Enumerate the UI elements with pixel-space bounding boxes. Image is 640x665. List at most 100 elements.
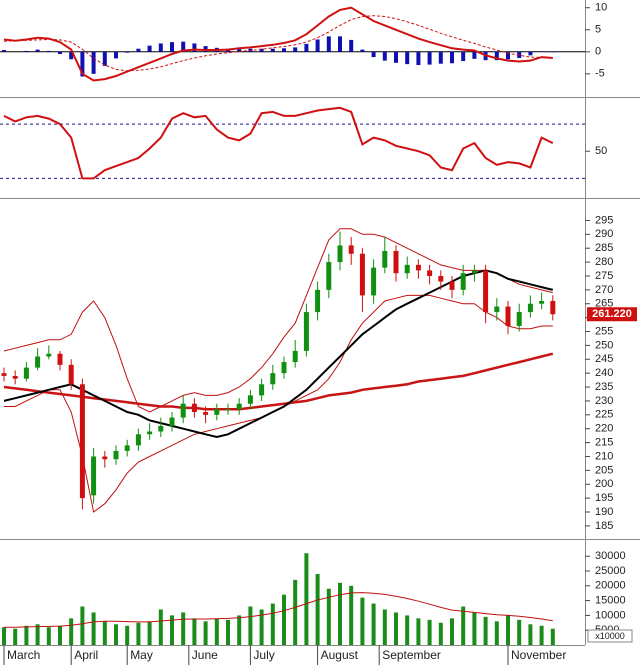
histogram-bar [293, 47, 298, 52]
y-tick-label: 0 [595, 46, 601, 58]
candle-body [147, 431, 153, 435]
candle-body [158, 425, 164, 432]
volume-bar [304, 553, 309, 645]
volume-bar [494, 621, 499, 645]
volume-bar [427, 619, 432, 645]
histogram-bar [91, 51, 96, 74]
x-tick-label: April [74, 648, 98, 662]
signal-line [3, 15, 553, 72]
volume-bar [226, 619, 230, 645]
candle-body [550, 300, 556, 315]
histogram-bar [2, 50, 6, 52]
volume-bar [58, 625, 62, 645]
y-tick-label: 10000 [595, 609, 626, 621]
y-tick-label: 50 [595, 145, 607, 157]
histogram-bar [35, 49, 40, 52]
histogram-bar [58, 51, 62, 55]
y-tick-label: 195 [595, 492, 613, 504]
histogram-bar [315, 39, 320, 52]
x-tick-label: July [253, 648, 274, 662]
candle-body [359, 253, 365, 296]
volume-bar [371, 603, 376, 645]
histogram-bar [506, 51, 510, 60]
y-tick-label: 280 [595, 256, 613, 268]
candle-body [348, 245, 354, 254]
volume-bar [394, 612, 398, 645]
candle-body [46, 353, 52, 357]
volume-bar [472, 612, 477, 645]
y-tick-label: 10 [595, 2, 607, 14]
candle-body [259, 384, 265, 396]
x-tick-label: June [192, 648, 218, 662]
moving-average-long [3, 352, 554, 411]
volume-bar [35, 624, 40, 645]
y-tick-label: 220 [595, 423, 613, 435]
volume-bar [13, 628, 18, 645]
candle-body [449, 281, 455, 290]
candle-body [527, 303, 533, 313]
histogram-bar [24, 50, 29, 52]
y-tick-label: 290 [595, 228, 613, 240]
candle-body [303, 312, 309, 351]
volume-bar [214, 618, 219, 645]
volume-bar [405, 615, 410, 645]
x-tick-label: May [130, 648, 153, 662]
candle-body [203, 412, 209, 415]
volume-bar [237, 615, 242, 645]
y-tick-label: 235 [595, 381, 613, 393]
histogram-bar [450, 51, 454, 64]
candle-body [494, 306, 500, 313]
volume-bar [192, 618, 197, 645]
y-tick-label: 285 [595, 242, 613, 254]
histogram-bar [170, 42, 174, 52]
candle-body [12, 375, 18, 379]
histogram-bar [472, 51, 477, 59]
candle-body [1, 373, 7, 376]
candle-body [113, 450, 119, 460]
histogram-bar [405, 51, 410, 65]
y-tick-label: 185 [595, 520, 613, 532]
volume-bar [181, 612, 186, 645]
histogram-bar [69, 51, 74, 60]
y-tick-label: 250 [595, 339, 613, 351]
candle-body [91, 456, 97, 496]
histogram-bar [360, 49, 365, 52]
y-tick-label: 245 [595, 353, 613, 365]
candle-body [315, 289, 321, 313]
y-tick-label: 295 [595, 214, 613, 226]
candle-body [281, 362, 287, 374]
candle-body [382, 250, 388, 268]
volume-bar [248, 606, 253, 645]
volume-bar [483, 616, 488, 645]
volume-bar [270, 603, 275, 645]
histogram-bar [181, 41, 186, 52]
histogram-bar [427, 51, 432, 65]
volume-bar [114, 624, 118, 645]
histogram-bar [192, 43, 197, 52]
volume-bar [282, 594, 286, 645]
histogram-bar [304, 43, 309, 52]
candle-body [337, 245, 343, 263]
last-price-label: 261.220 [592, 308, 632, 320]
candle-body [471, 270, 477, 274]
volume-bar [382, 609, 387, 645]
candle-body [404, 264, 410, 274]
y-tick-label: 265 [595, 298, 613, 310]
volume-bar [349, 585, 354, 645]
candle-body [35, 356, 41, 368]
histogram-bar [338, 36, 342, 52]
macd-line [3, 6, 553, 82]
volume-bar [147, 621, 152, 645]
volume-bar [24, 625, 29, 645]
histogram-bar [46, 50, 51, 52]
volume-bar [506, 615, 510, 645]
histogram-bar [158, 43, 163, 52]
x-tick-label: September [382, 648, 441, 662]
unit-label: x10000 [595, 631, 625, 641]
candle-body [57, 353, 63, 365]
candle-body [124, 445, 130, 451]
y-tick-label: -5 [595, 68, 605, 80]
histogram-bar [494, 51, 499, 61]
histogram-bar [371, 51, 376, 58]
